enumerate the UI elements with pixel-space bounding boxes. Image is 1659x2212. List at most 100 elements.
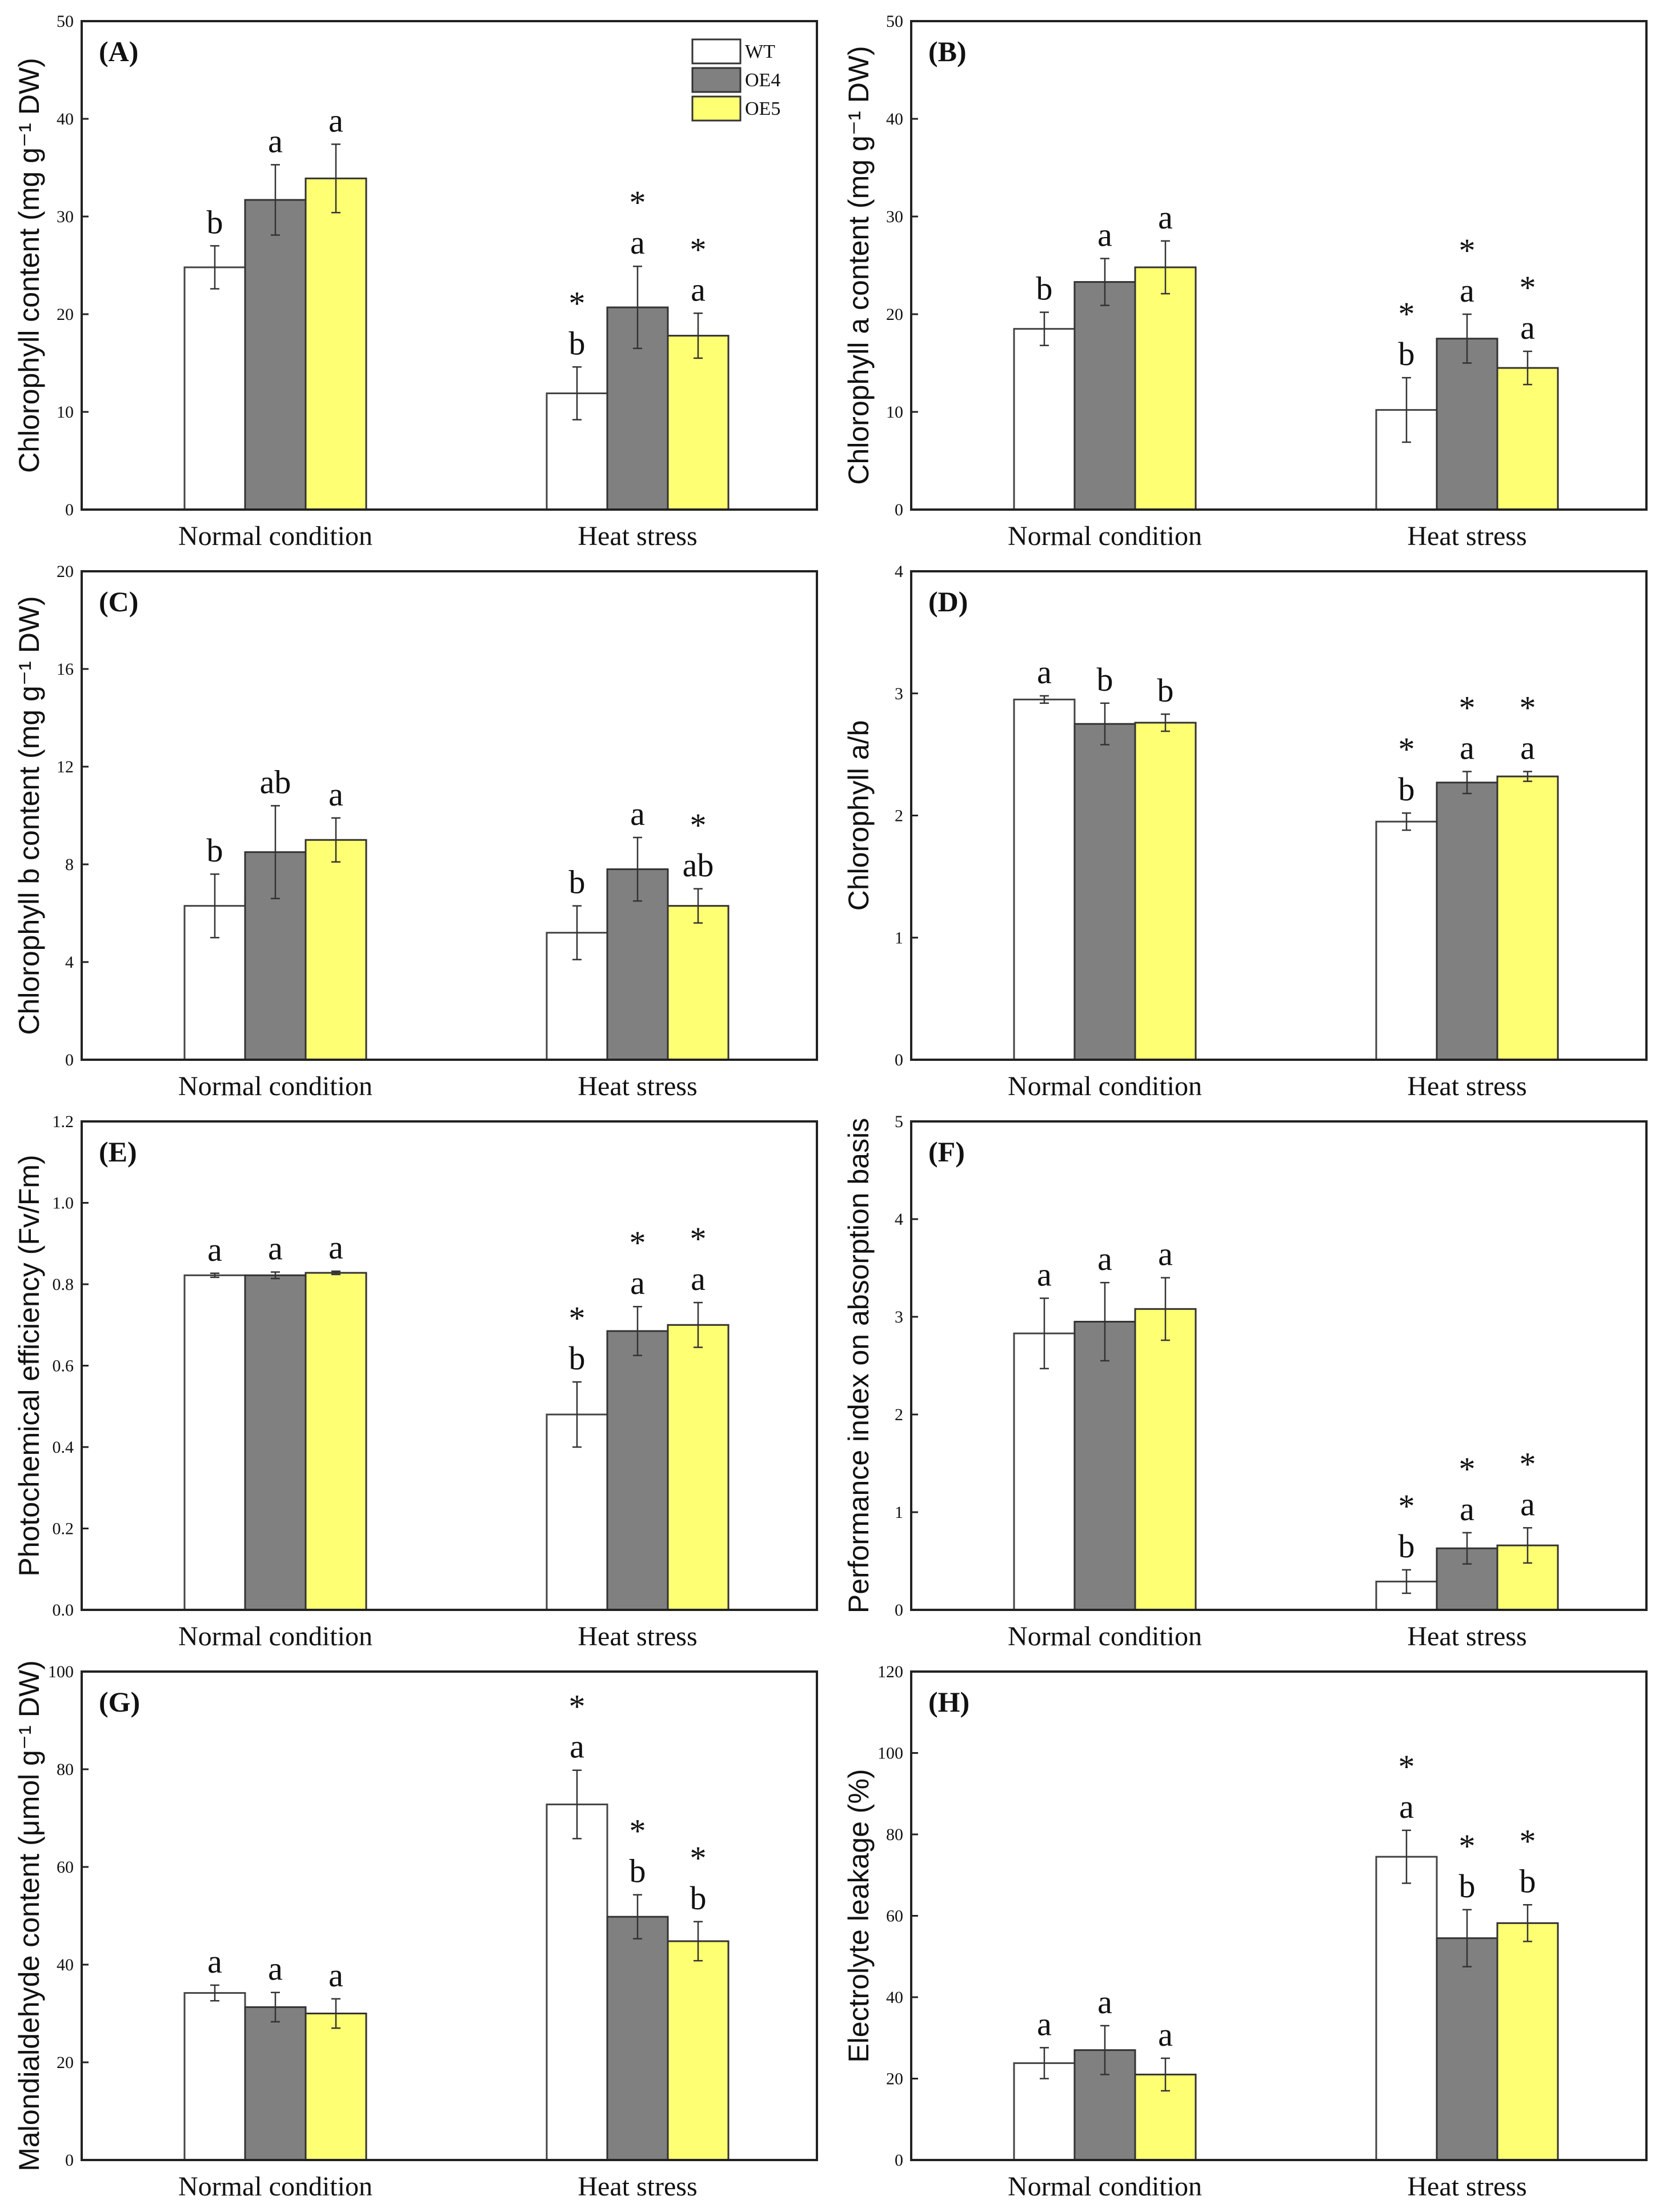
- x-category-label: Heat stress: [1407, 1071, 1526, 1101]
- bar-wt: [1375, 1856, 1438, 2161]
- bar-oe5: [1496, 775, 1559, 1061]
- legend-swatch-wt: [691, 38, 742, 65]
- y-tick-label: 30: [886, 207, 903, 226]
- y-axis-label: Chlorophyll a/b: [843, 720, 875, 911]
- significance-letter: a: [1399, 1788, 1414, 1825]
- x-category-label: Normal condition: [178, 1621, 372, 1652]
- y-tick-label: 50: [57, 12, 74, 31]
- y-tick-label: 80: [886, 1825, 903, 1844]
- x-category-label: Normal condition: [1008, 521, 1202, 551]
- significance-letter: a: [1158, 199, 1173, 236]
- y-axis-label: Photochemical efficiency (Fv/Fm): [13, 1155, 45, 1576]
- plot-frame: [81, 1120, 818, 1611]
- significance-letter: a: [1158, 2016, 1173, 2053]
- y-tick-label: 40: [57, 1955, 74, 1974]
- significance-star: *: [690, 1220, 707, 1257]
- chart-panel-c: 0 4 8 12 16 20 Chlorophyll b content (mg g⁻¹ D…: [0, 550, 829, 1103]
- bar-oe5: [1496, 1922, 1559, 2161]
- y-tick-label: 60: [886, 1907, 903, 1926]
- y-axis-label: Chlorophyll b content (mg g⁻¹ DW): [13, 596, 45, 1035]
- bar-chart: 0 4 8 12 16 20 Chlorophyll b content (mg g⁻¹ D…: [13, 562, 818, 1101]
- significance-letter: b: [690, 1880, 707, 1917]
- bar-oe5: [667, 1940, 730, 2161]
- significance-letter: a: [630, 224, 645, 261]
- significance-letter: b: [207, 832, 223, 869]
- bar-oe4: [244, 2006, 307, 2161]
- significance-letter: a: [570, 1728, 584, 1765]
- y-axis-label: Electrolyte leakage (%): [843, 1769, 875, 2062]
- significance-letter: a: [1097, 1240, 1112, 1277]
- x-category-label: Normal condition: [1008, 1621, 1202, 1652]
- bar-oe5: [667, 1324, 730, 1611]
- significance-letter: b: [1398, 771, 1415, 808]
- bar-oe5: [1496, 367, 1559, 511]
- chart-panel-a: 0 10 20 30 40 50 Chlorophyll content (mg g⁻¹ D…: [0, 0, 829, 553]
- significance-star: *: [1398, 1748, 1415, 1785]
- y-tick-label: 4: [65, 953, 74, 972]
- significance-star: *: [1520, 690, 1536, 727]
- x-category-label: Normal condition: [1008, 2171, 1202, 2202]
- legend-label: OE4: [745, 70, 780, 91]
- y-tick-label: 0: [895, 1601, 903, 1620]
- chart-panel-e: 0.0 0.2 0.4 0.6 0.8 1.0 1.2 Photochemical effic…: [0, 1100, 829, 1653]
- x-category-label: Heat stress: [578, 521, 697, 551]
- x-category-label: Normal condition: [178, 2171, 372, 2202]
- chart-panel-h: 0 20 40 60 80 100 120 Electrolyte leakage (%) (H…: [829, 1650, 1659, 2203]
- significance-letter: a: [1037, 1256, 1052, 1293]
- plot-frame: [910, 1670, 1648, 2161]
- panel-label: (B): [928, 35, 967, 67]
- significance-letter: b: [569, 1340, 586, 1377]
- significance-star: *: [569, 1688, 586, 1725]
- panel-label: (F): [928, 1136, 965, 1168]
- significance-letter: b: [1036, 270, 1053, 307]
- significance-letter: ab: [260, 763, 291, 800]
- bar-wt: [1013, 698, 1076, 1061]
- significance-letter: a: [328, 776, 343, 813]
- significance-letter: a: [691, 1260, 706, 1297]
- y-tick-label: 80: [57, 1760, 74, 1779]
- y-tick-label: 50: [886, 12, 903, 31]
- significance-letter: a: [1037, 654, 1052, 691]
- panel-label: (E): [99, 1136, 137, 1168]
- y-tick-label: 0.2: [53, 1520, 74, 1538]
- x-category-label: Heat stress: [1407, 1621, 1526, 1652]
- bar-wt: [1375, 820, 1438, 1061]
- y-tick-label: 8: [65, 855, 74, 874]
- significance-letter: a: [1158, 1236, 1173, 1273]
- significance-star: *: [1520, 1445, 1536, 1482]
- panel-label: (G): [99, 1686, 140, 1718]
- y-tick-label: 2: [895, 807, 903, 826]
- bar-oe4: [1436, 782, 1498, 1061]
- y-tick-label: 3: [895, 684, 903, 703]
- y-tick-label: 1.2: [53, 1112, 74, 1131]
- y-tick-label: 40: [886, 110, 903, 129]
- significance-star: *: [1459, 1828, 1476, 1865]
- significance-letter: a: [630, 1264, 645, 1301]
- significance-letter: a: [1037, 2005, 1052, 2042]
- y-tick-label: 10: [57, 403, 74, 422]
- plot-frame: [81, 20, 818, 511]
- y-tick-label: 100: [48, 1662, 74, 1681]
- bar-oe4: [1436, 338, 1498, 511]
- significance-letter: b: [1520, 1862, 1536, 1900]
- bar-wt: [183, 266, 246, 511]
- y-tick-label: 0: [65, 2151, 74, 2170]
- significance-letter: ab: [683, 847, 714, 884]
- y-tick-label: 4: [895, 562, 903, 581]
- y-tick-label: 0: [895, 1051, 903, 1069]
- bar-oe5: [1134, 722, 1197, 1061]
- panel-label: (H): [928, 1686, 969, 1718]
- chart-panel-d: 0 1 2 3 4 Chlorophyll a/b (D) Normal condition H…: [829, 550, 1659, 1103]
- significance-letter: a: [328, 1229, 343, 1266]
- bar-oe4: [1436, 1937, 1498, 2161]
- y-tick-label: 60: [57, 1858, 74, 1877]
- bar-oe4: [1073, 281, 1136, 511]
- y-tick-label: 0: [65, 1051, 74, 1069]
- y-tick-label: 120: [877, 1662, 903, 1681]
- significance-letter: a: [207, 1943, 222, 1980]
- significance-letter: b: [569, 324, 586, 362]
- y-tick-label: 10: [886, 403, 903, 422]
- bar-oe4: [1073, 723, 1136, 1061]
- significance-letter: a: [1520, 730, 1535, 767]
